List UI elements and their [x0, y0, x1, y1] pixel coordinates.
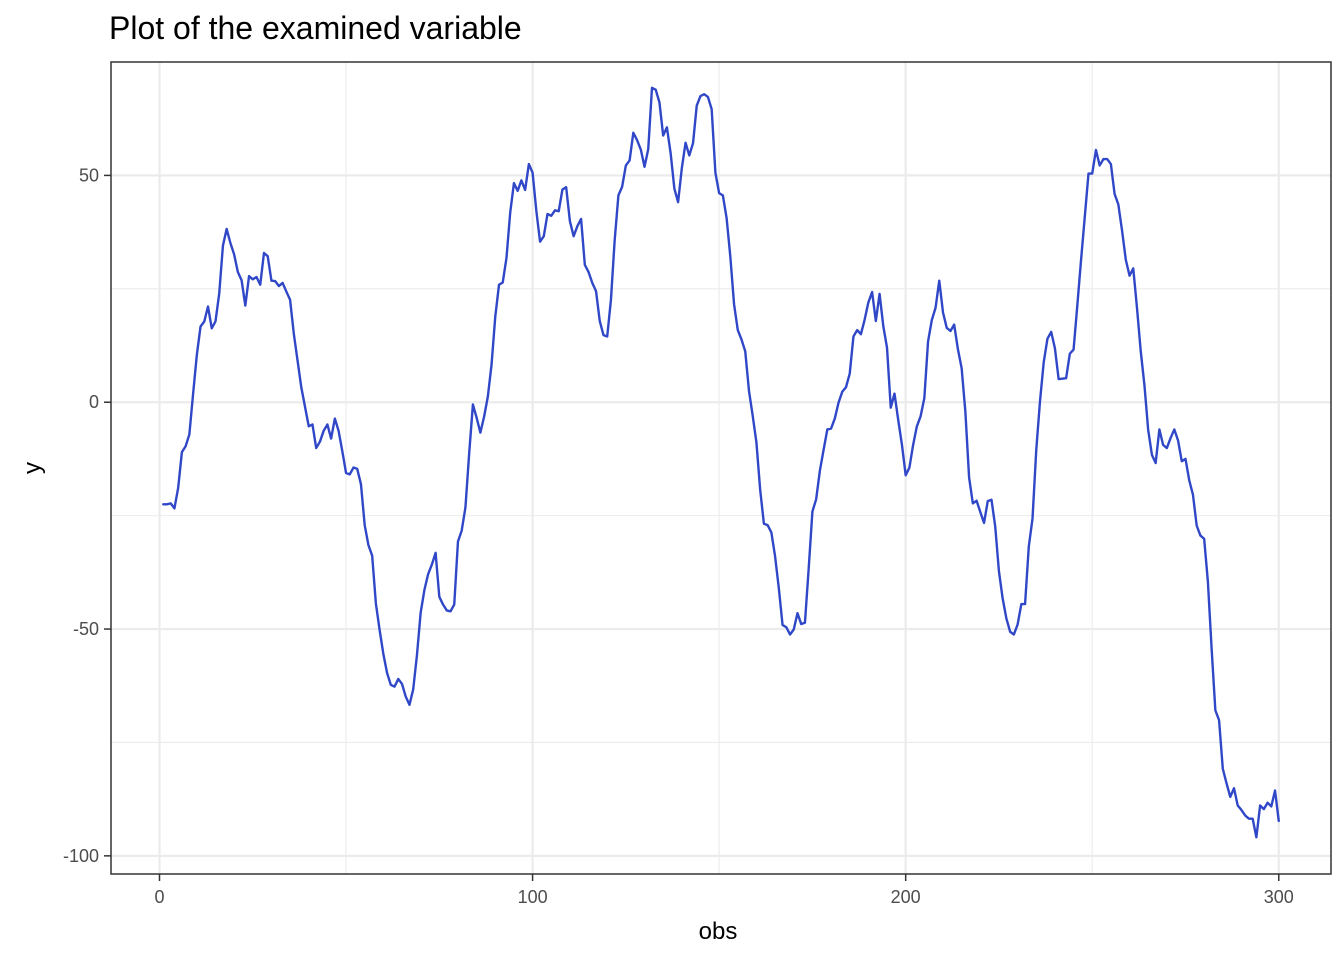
y-tick-label: -50 [73, 619, 99, 639]
x-tick-label: 200 [891, 887, 921, 907]
x-tick-label: 300 [1264, 887, 1294, 907]
x-tick-label: 0 [154, 887, 164, 907]
plot-panel-border [110, 61, 1332, 875]
y-tick-label: 0 [89, 392, 99, 412]
series-line [162, 86, 1280, 839]
y-tick-label: -100 [63, 846, 99, 866]
major-gridlines-y [111, 174, 1331, 857]
x-axis-ticks: 0 100 200 300 [154, 874, 1294, 907]
y-axis-title: y [19, 462, 46, 474]
y-axis-ticks: -100 -50 0 50 [63, 165, 111, 866]
chart-title: Plot of the examined variable [109, 10, 522, 46]
minor-gridlines-x [345, 62, 1093, 874]
y-tick-label: 50 [79, 165, 99, 185]
x-axis-title: obs [699, 918, 738, 945]
x-tick-label: 100 [518, 887, 548, 907]
